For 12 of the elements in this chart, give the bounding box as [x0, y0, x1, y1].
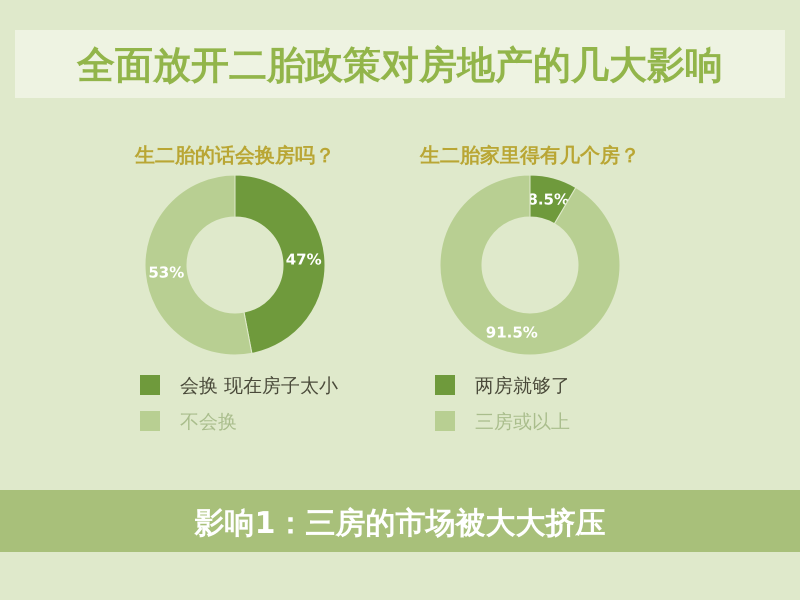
data-label: 53% — [148, 263, 184, 282]
chart-title: 生二胎的话会换房吗？ — [134, 143, 335, 167]
legend-label: 三房或以上 — [475, 411, 570, 433]
data-label: 91.5% — [486, 324, 538, 342]
donut-slice — [440, 174, 620, 356]
legend-label: 不会换 — [180, 411, 237, 433]
chart-title: 生二胎家里得有几个房？ — [419, 143, 640, 167]
legend-label: 两房就够了 — [475, 375, 570, 397]
text: 全面放开二胎政策对房地产的几大影响 — [76, 43, 723, 87]
data-label: 47% — [286, 250, 322, 269]
legend-label: 会换 现在房子太小 — [180, 375, 338, 397]
text: 影响1：三房的市场被大大挤压 — [194, 506, 606, 541]
